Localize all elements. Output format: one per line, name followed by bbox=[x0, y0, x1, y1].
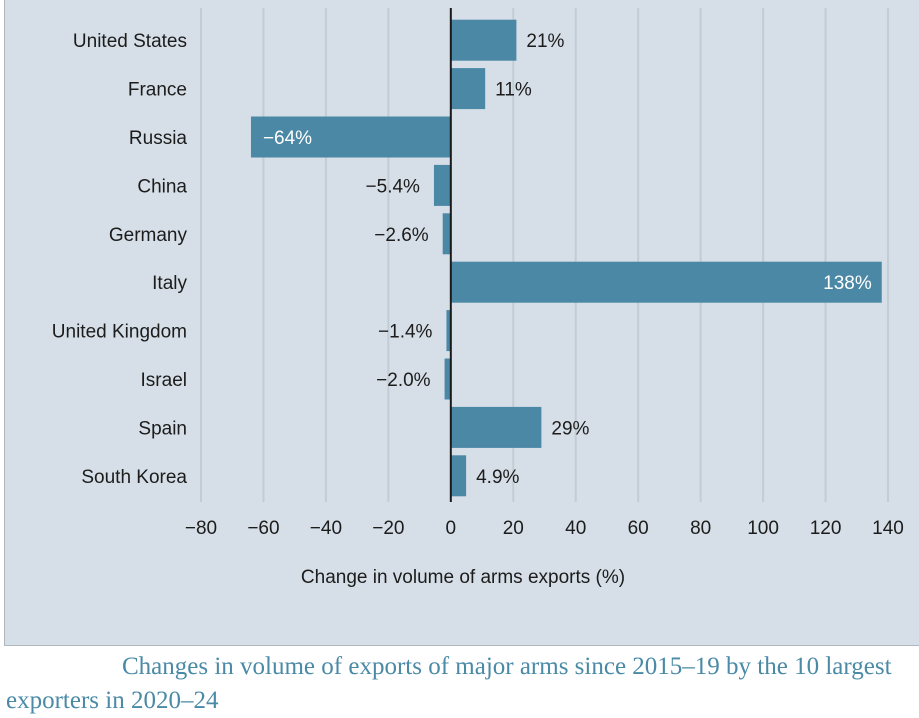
category-label: United Kingdom bbox=[52, 322, 187, 343]
value-label: −1.4% bbox=[378, 322, 433, 343]
bar-united-states bbox=[450, 19, 517, 61]
x-tick-label: 80 bbox=[690, 518, 711, 539]
value-label: −64% bbox=[263, 128, 312, 149]
category-label: France bbox=[128, 80, 187, 101]
figure-caption: Changes in volume of exports of major ar… bbox=[6, 653, 892, 714]
category-label: Israel bbox=[141, 370, 187, 391]
bar-germany bbox=[442, 213, 451, 255]
x-tick-label: 20 bbox=[503, 518, 524, 539]
x-tick-label: −20 bbox=[372, 518, 404, 539]
x-tick-label: 40 bbox=[565, 518, 586, 539]
value-label: −2.6% bbox=[374, 225, 429, 246]
x-tick-label: 100 bbox=[747, 518, 779, 539]
category-label: Spain bbox=[138, 418, 187, 439]
bar-united-kingdom bbox=[446, 310, 451, 352]
x-tick-label: −80 bbox=[185, 518, 217, 539]
bar-france bbox=[450, 68, 486, 110]
value-label: 138% bbox=[823, 273, 872, 294]
bar-chart: United States 21% France 11% Russia −64% China… bbox=[52, 8, 904, 588]
bar-spain bbox=[450, 406, 542, 448]
bar-italy bbox=[450, 261, 882, 303]
x-tick-label: 0 bbox=[446, 518, 457, 539]
value-label: 4.9% bbox=[476, 467, 519, 488]
category-label: Russia bbox=[129, 128, 188, 149]
x-tick-label: 60 bbox=[628, 518, 649, 539]
category-label: China bbox=[137, 176, 187, 197]
category-label: Germany bbox=[109, 225, 188, 246]
value-label: 29% bbox=[551, 418, 589, 439]
x-axis-title: Change in volume of arms exports (%) bbox=[301, 567, 625, 588]
bar-israel bbox=[444, 358, 451, 400]
x-tick-label: −60 bbox=[247, 518, 279, 539]
value-label: −5.4% bbox=[366, 176, 421, 197]
value-label: 11% bbox=[495, 80, 532, 101]
value-label: −2.0% bbox=[376, 370, 431, 391]
category-label: South Korea bbox=[81, 467, 187, 488]
category-label: Italy bbox=[152, 273, 187, 294]
x-tick-label: 140 bbox=[872, 518, 904, 539]
value-label: 21% bbox=[526, 31, 564, 52]
x-tick-label: 120 bbox=[810, 518, 842, 539]
bar-russia bbox=[250, 116, 451, 158]
x-tick-label: −40 bbox=[310, 518, 342, 539]
chart-panel: United States 21% France 11% Russia −64% China… bbox=[4, 0, 919, 646]
bar-south-korea bbox=[450, 455, 467, 497]
category-label: United States bbox=[73, 31, 187, 52]
bar-china bbox=[433, 164, 451, 206]
